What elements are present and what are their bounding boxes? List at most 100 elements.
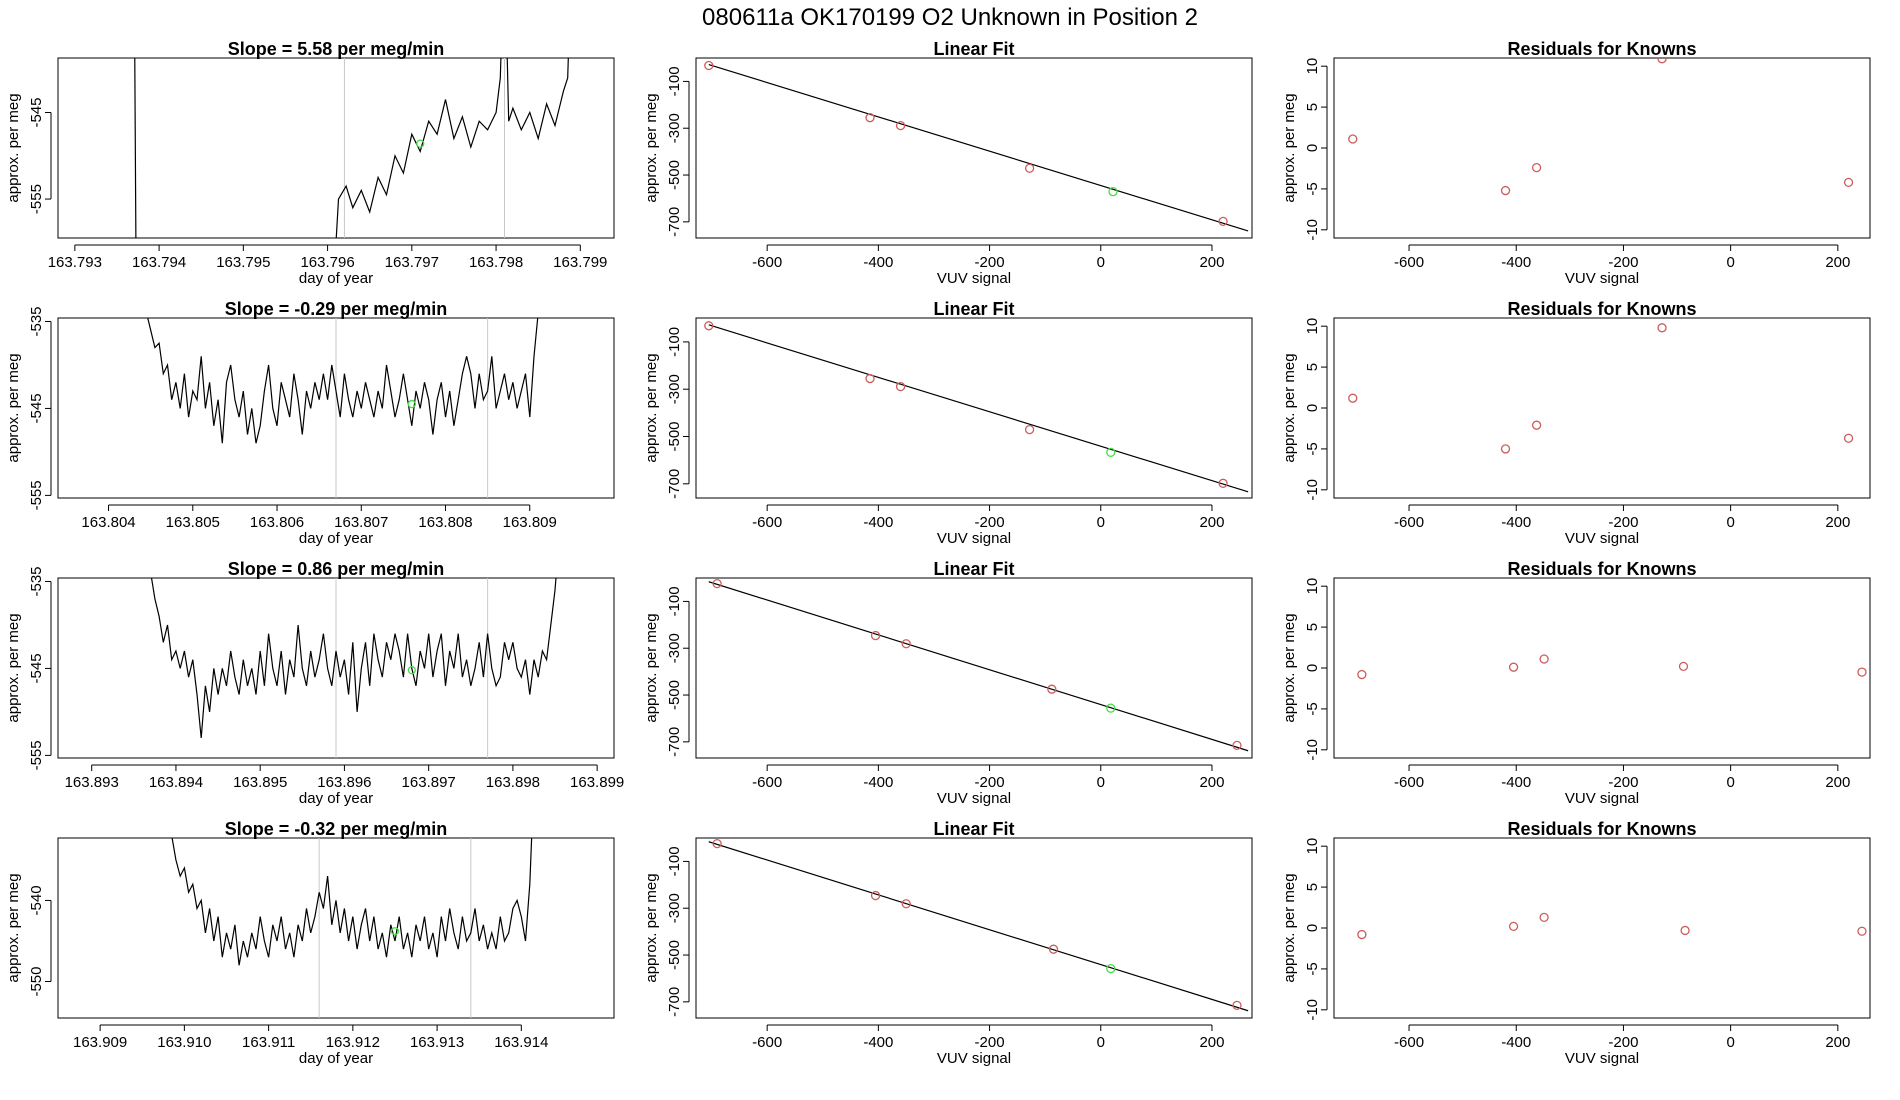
x-tick-label: -600 bbox=[1394, 514, 1424, 531]
y-axis-label: approx. per meg bbox=[1281, 353, 1298, 462]
plot-area bbox=[134, 58, 569, 238]
x-tick-label: 163.898 bbox=[486, 774, 540, 791]
x-tick-label: 163.899 bbox=[570, 774, 624, 791]
known-point bbox=[1232, 1000, 1242, 1011]
plot-area bbox=[704, 321, 1249, 493]
x-tick-label: -200 bbox=[1608, 1034, 1638, 1051]
known-point bbox=[1678, 661, 1689, 672]
plot-frame bbox=[1333, 317, 1871, 499]
x-tick-label: 163.896 bbox=[317, 774, 371, 791]
known-point bbox=[1508, 921, 1519, 932]
x-tick-label: -200 bbox=[1608, 254, 1638, 271]
known-point bbox=[895, 381, 906, 392]
known-point bbox=[1500, 185, 1511, 196]
x-tick-label: -600 bbox=[1394, 774, 1424, 791]
plot-title: Slope = -0.32 per meg/min bbox=[225, 819, 448, 839]
y-axis-label: approx. per meg bbox=[1281, 93, 1298, 202]
x-tick-label: -200 bbox=[975, 1034, 1005, 1051]
plot-frame bbox=[1333, 837, 1871, 1019]
plot-frame bbox=[695, 577, 1253, 759]
fit-line bbox=[708, 63, 1249, 232]
plot-frame bbox=[57, 837, 615, 1019]
signal-series-line bbox=[150, 578, 557, 739]
y-tick-label: -700 bbox=[666, 207, 683, 237]
y-axis-label: approx. per meg bbox=[5, 873, 22, 982]
plot-area bbox=[708, 838, 1249, 1012]
x-tick-label: 163.912 bbox=[326, 1034, 380, 1051]
unknown-point bbox=[1106, 703, 1116, 713]
y-tick-label: -555 bbox=[28, 184, 45, 214]
unknown-point bbox=[1106, 447, 1116, 457]
plot-title: Residuals for Knowns bbox=[1507, 299, 1696, 319]
y-tick-label: -300 bbox=[666, 893, 683, 923]
x-tick-label: -400 bbox=[863, 774, 893, 791]
signal-series-line bbox=[134, 58, 137, 238]
plot-title: Linear Fit bbox=[933, 299, 1014, 319]
unknown-point bbox=[1108, 187, 1118, 197]
plot-area bbox=[1348, 323, 1854, 454]
plot-panel: Residuals for Knowns -600 -400 -200 0 200 VUV … bbox=[1281, 39, 1871, 287]
known-point bbox=[870, 630, 881, 641]
known-point bbox=[1348, 134, 1358, 144]
x-tick-label: -400 bbox=[863, 254, 893, 271]
y-tick-label: -100 bbox=[666, 66, 683, 96]
x-tick-label: -400 bbox=[1501, 514, 1531, 531]
x-tick-label: 0 bbox=[1726, 1034, 1734, 1051]
y-tick-label: 0 bbox=[1304, 144, 1321, 152]
known-point bbox=[712, 838, 722, 849]
known-point bbox=[865, 373, 875, 384]
y-tick-label: 0 bbox=[1304, 664, 1321, 672]
plot-frame bbox=[1333, 577, 1871, 759]
x-tick-label: 163.806 bbox=[250, 514, 304, 531]
x-tick-label: 163.809 bbox=[503, 514, 557, 531]
fit-line bbox=[708, 581, 1249, 752]
x-tick-label: 200 bbox=[1825, 254, 1850, 271]
x-tick-label: -400 bbox=[863, 1034, 893, 1051]
plot-title: Linear Fit bbox=[933, 39, 1014, 59]
x-tick-label: 163.913 bbox=[410, 1034, 464, 1051]
x-tick-label: 200 bbox=[1199, 254, 1224, 271]
x-tick-label: 163.795 bbox=[216, 254, 270, 271]
y-tick-label: -10 bbox=[1304, 739, 1321, 761]
y-axis-label: approx. per meg bbox=[643, 93, 660, 202]
y-tick-label: -700 bbox=[666, 469, 683, 499]
plot-title: Linear Fit bbox=[933, 819, 1014, 839]
x-tick-label: 163.796 bbox=[300, 254, 354, 271]
page-title: 080611a OK170199 O2 Unknown in Position … bbox=[702, 4, 1198, 31]
y-tick-label: -545 bbox=[28, 98, 45, 128]
x-axis-label: VUV signal bbox=[937, 530, 1011, 547]
x-tick-label: 163.893 bbox=[65, 774, 119, 791]
plot-panel: Linear Fit -600 -400 -200 0 200 VUV signal -100… bbox=[643, 559, 1253, 807]
known-point bbox=[1024, 424, 1035, 435]
plot-panel: Slope = 0.86 per meg/min 163.893 163.894 16… bbox=[5, 559, 624, 807]
known-point bbox=[704, 321, 714, 331]
x-tick-label: 200 bbox=[1199, 774, 1224, 791]
x-axis-label: VUV signal bbox=[1565, 530, 1639, 547]
x-tick-label: -600 bbox=[752, 774, 782, 791]
known-point bbox=[1357, 929, 1367, 940]
unknown-point bbox=[407, 666, 416, 675]
y-tick-label: -5 bbox=[1304, 962, 1321, 975]
x-tick-label: -600 bbox=[1394, 254, 1424, 271]
y-tick-label: -10 bbox=[1304, 999, 1321, 1021]
y-tick-label: -545 bbox=[28, 653, 45, 683]
x-axis-label: day of year bbox=[299, 1050, 373, 1067]
unknown-point bbox=[416, 139, 425, 148]
y-tick-label: -700 bbox=[666, 987, 683, 1017]
y-tick-label: -500 bbox=[666, 160, 683, 190]
y-tick-label: -10 bbox=[1304, 219, 1321, 241]
y-tick-label: -500 bbox=[666, 421, 683, 451]
chart-panels: Slope = 5.58 per meg/min 163.793 163.794 16… bbox=[5, 39, 1871, 1067]
plot-area bbox=[708, 578, 1249, 752]
x-tick-label: -200 bbox=[1608, 514, 1638, 531]
signal-series-line bbox=[335, 58, 569, 238]
x-tick-label: -200 bbox=[975, 254, 1005, 271]
y-tick-label: -700 bbox=[666, 727, 683, 757]
plot-area bbox=[704, 60, 1249, 232]
known-point bbox=[901, 639, 911, 649]
x-tick-label: 200 bbox=[1199, 1034, 1224, 1051]
known-point bbox=[1657, 323, 1667, 333]
y-tick-label: 5 bbox=[1304, 623, 1321, 631]
x-axis-label: day of year bbox=[299, 270, 373, 287]
